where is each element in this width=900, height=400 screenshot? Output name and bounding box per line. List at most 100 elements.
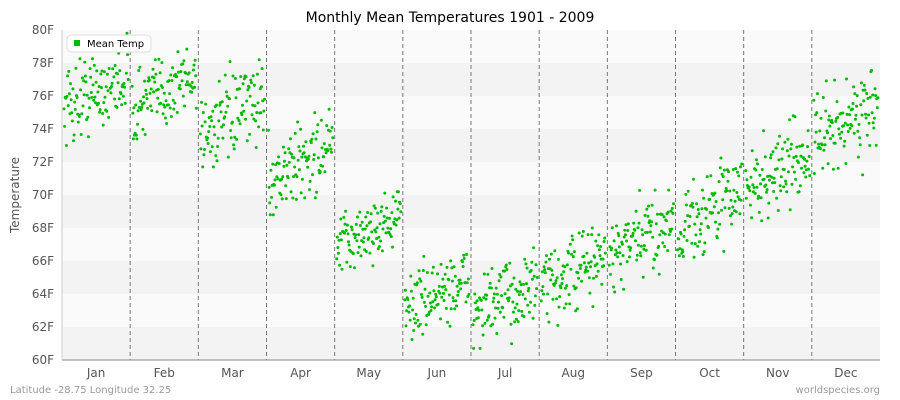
data-point (491, 300, 495, 304)
data-point (766, 174, 770, 178)
month-separators (129, 30, 813, 360)
data-point (662, 215, 666, 219)
data-point (649, 224, 653, 228)
data-point (215, 159, 219, 163)
data-point (83, 74, 87, 78)
data-point (229, 136, 233, 140)
data-point (286, 176, 290, 180)
data-point (713, 191, 717, 195)
data-point (770, 175, 774, 179)
data-point (447, 278, 451, 282)
data-point (564, 302, 568, 306)
data-point (843, 139, 847, 143)
data-point (753, 191, 757, 195)
data-point (851, 102, 855, 105)
data-point (576, 271, 580, 275)
data-point (107, 67, 111, 70)
data-point (615, 251, 619, 255)
data-point (692, 177, 695, 181)
data-point (760, 168, 764, 171)
data-point (182, 59, 186, 63)
data-point (86, 115, 90, 119)
data-point (514, 317, 518, 321)
data-point (778, 184, 782, 188)
data-point (64, 144, 68, 147)
data-point (731, 205, 735, 209)
data-point (763, 155, 767, 159)
data-point (570, 234, 574, 238)
data-point (300, 177, 304, 181)
data-point (637, 221, 641, 225)
data-point (646, 214, 650, 218)
data-point (730, 212, 734, 216)
data-point (285, 163, 289, 167)
data-point (650, 203, 654, 207)
data-point (431, 300, 435, 304)
data-point (198, 132, 202, 136)
data-point (863, 88, 867, 92)
data-point (657, 272, 661, 276)
data-point (634, 209, 638, 213)
data-point (364, 215, 368, 219)
data-point (70, 111, 74, 115)
data-point (217, 79, 221, 83)
data-point (339, 217, 343, 221)
data-point (98, 108, 102, 112)
data-point (855, 104, 859, 108)
x-tick-label: Jun (427, 366, 447, 380)
data-point (239, 75, 243, 79)
data-point (254, 119, 258, 123)
data-point (582, 254, 586, 258)
data-point (803, 157, 806, 161)
data-point (134, 103, 138, 107)
data-point (117, 97, 121, 101)
data-point (231, 74, 235, 78)
data-point (515, 302, 519, 306)
data-point (346, 232, 350, 236)
data-point (422, 300, 426, 304)
data-point (864, 116, 868, 120)
data-point (651, 266, 655, 270)
data-point (310, 137, 314, 141)
data-point (434, 292, 438, 296)
data-point (478, 346, 482, 350)
data-point (430, 271, 434, 275)
data-point (142, 101, 146, 105)
data-point (328, 129, 332, 133)
data-point (517, 293, 521, 297)
data-point (229, 129, 233, 132)
data-point (765, 188, 769, 192)
data-point (639, 254, 643, 258)
data-point (521, 293, 525, 296)
data-point (814, 130, 818, 134)
data-point (759, 196, 763, 200)
data-point (664, 219, 668, 223)
data-point (131, 111, 135, 115)
data-point (633, 228, 637, 232)
data-point (808, 174, 812, 178)
data-point (567, 293, 571, 297)
data-point (325, 124, 329, 128)
data-point (850, 124, 854, 128)
data-point (344, 209, 348, 213)
data-point (105, 109, 109, 113)
data-point (283, 159, 286, 163)
data-point (206, 136, 209, 140)
data-point (856, 129, 860, 133)
data-point (496, 306, 500, 310)
data-point (430, 305, 434, 309)
data-point (472, 346, 476, 350)
data-point (452, 265, 456, 269)
y-tick-label: 62F (32, 320, 54, 334)
data-point (472, 319, 476, 322)
data-point (414, 321, 417, 325)
data-point (539, 299, 543, 303)
data-point (692, 255, 696, 259)
data-point (122, 82, 126, 85)
data-point (313, 196, 317, 200)
data-point (495, 292, 499, 296)
data-point (228, 60, 232, 64)
data-point (718, 222, 722, 226)
data-point (138, 65, 142, 69)
data-point (250, 113, 254, 117)
